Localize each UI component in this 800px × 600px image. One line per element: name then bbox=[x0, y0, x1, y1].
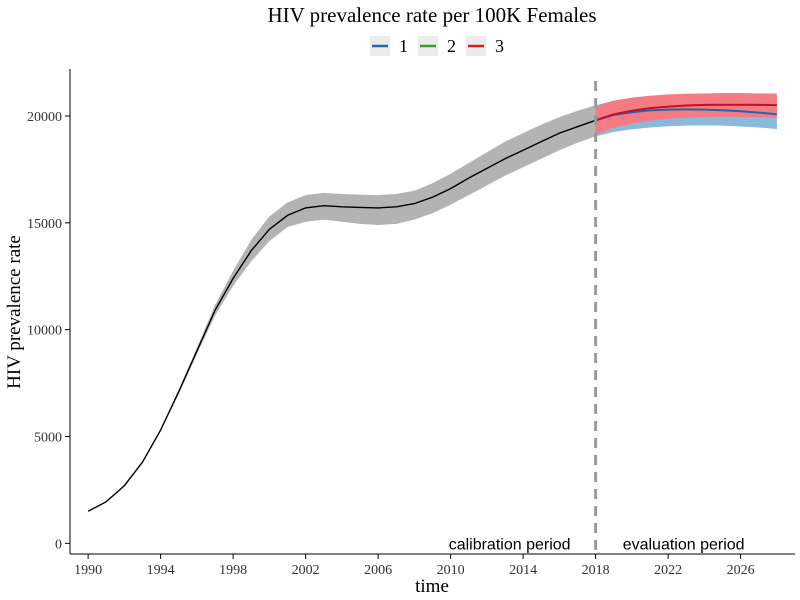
confidence-bands bbox=[88, 93, 777, 512]
x-tick-label: 2026 bbox=[727, 563, 755, 578]
projection-line-3 bbox=[595, 103, 777, 122]
y-tick-label: 20000 bbox=[27, 110, 62, 125]
calibration-band bbox=[88, 105, 596, 512]
x-tick-label: 2022 bbox=[654, 563, 682, 578]
x-tick-label: 1994 bbox=[147, 563, 175, 578]
chart-title: HIV prevalence rate per 100K Females bbox=[267, 3, 596, 27]
y-tick-label: 15000 bbox=[27, 217, 62, 232]
x-tick-label: 2018 bbox=[582, 563, 610, 578]
x-tick-label: 2014 bbox=[509, 563, 537, 578]
x-tick-label: 1998 bbox=[219, 563, 247, 578]
x-tick-label: 1990 bbox=[74, 563, 102, 578]
legend-label-3: 3 bbox=[495, 36, 504, 56]
y-tick-label: 5000 bbox=[34, 430, 62, 445]
x-tick-label: 2006 bbox=[364, 563, 392, 578]
series-lines bbox=[87, 103, 777, 512]
evaluation-period-label: evaluation period bbox=[623, 536, 745, 553]
y-axis-title: HIV prevalence rate bbox=[4, 235, 25, 389]
legend-label-2: 2 bbox=[447, 36, 456, 56]
x-tick-label: 2002 bbox=[292, 563, 320, 578]
legend-label-1: 1 bbox=[399, 36, 408, 56]
y-tick-label: 10000 bbox=[27, 324, 62, 339]
calibration-line bbox=[87, 119, 596, 512]
x-axis-ticks: 1990 1994 1998 2002 2006 2010 2014 2018 2022 2026 bbox=[74, 554, 755, 578]
y-axis-ticks: 0 5000 10000 15000 20000 bbox=[27, 110, 70, 552]
legend: 1 2 3 bbox=[370, 36, 504, 56]
x-axis-title: time bbox=[415, 576, 449, 597]
calibration-period-label: calibration period bbox=[449, 536, 571, 553]
x-tick-label: 2010 bbox=[437, 563, 465, 578]
projection-line-1 bbox=[595, 108, 777, 122]
projection-band-3 bbox=[595, 93, 777, 135]
y-tick-label: 0 bbox=[55, 537, 62, 552]
